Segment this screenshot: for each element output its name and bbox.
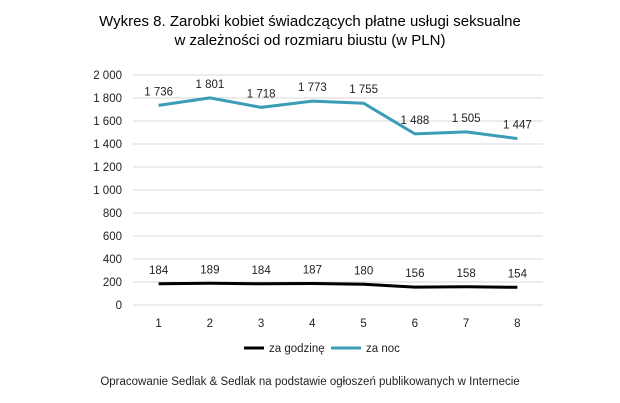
chart-title: Wykres 8. Zarobki kobiet świadczących pł… xyxy=(0,12,620,50)
legend-za-godzine-label: za godzinę xyxy=(269,343,325,355)
y-tick-label: 400 xyxy=(103,254,122,266)
data-label-za-godzine: 189 xyxy=(200,264,219,276)
data-label-za-noc: 1 736 xyxy=(144,86,173,98)
x-tick-label: 1 xyxy=(155,318,161,330)
x-tick-label: 2 xyxy=(207,318,213,330)
x-tick-label: 3 xyxy=(258,318,264,330)
data-label-za-noc: 1 505 xyxy=(452,113,481,125)
chart-title-line-2: w zależności od rozmiaru biustu (w PLN) xyxy=(174,32,446,49)
x-tick-label: 5 xyxy=(360,318,366,330)
x-tick-label: 7 xyxy=(463,318,469,330)
series-line-za-godzine xyxy=(158,281,518,289)
y-tick-label: 600 xyxy=(103,231,122,243)
legend-za-noc-label: za noc xyxy=(366,343,400,355)
data-label-za-noc: 1 773 xyxy=(298,82,327,94)
y-tick-label: 200 xyxy=(103,277,122,289)
y-tick-label: 0 xyxy=(116,300,122,312)
source-note: Opracowanie Sedlak & Sedlak na podstawie… xyxy=(100,376,520,388)
data-label-za-noc: 1 447 xyxy=(503,120,532,132)
y-tick-label: 1 800 xyxy=(93,93,122,105)
x-tick-label: 8 xyxy=(514,318,520,330)
y-tick-label: 800 xyxy=(103,208,122,220)
data-label-za-noc: 1 718 xyxy=(247,88,276,100)
data-label-za-noc: 1 801 xyxy=(195,79,224,91)
x-tick-label: 4 xyxy=(309,318,316,330)
data-label-za-godzine: 158 xyxy=(457,268,476,280)
data-label-za-godzine: 187 xyxy=(303,264,322,276)
y-tick-label: 1 000 xyxy=(93,185,122,197)
data-label-za-godzine: 180 xyxy=(354,265,373,277)
series-line-za-noc xyxy=(158,96,518,141)
data-label-za-godzine: 154 xyxy=(508,268,528,280)
data-label-za-noc: 1 488 xyxy=(400,115,429,127)
y-tick-label: 1 200 xyxy=(93,162,122,174)
y-tick-label: 1 600 xyxy=(93,116,122,128)
x-tick-label: 6 xyxy=(412,318,418,330)
data-label-za-godzine: 184 xyxy=(149,265,169,277)
data-label-za-godzine: 184 xyxy=(252,265,272,277)
y-tick-label: 2 000 xyxy=(93,70,122,82)
chart-title-line-1: Wykres 8. Zarobki kobiet świadczących pł… xyxy=(99,13,521,30)
data-label-za-godzine: 156 xyxy=(405,268,424,280)
y-tick-label: 1 400 xyxy=(93,139,122,151)
data-label-za-noc: 1 755 xyxy=(349,84,378,96)
